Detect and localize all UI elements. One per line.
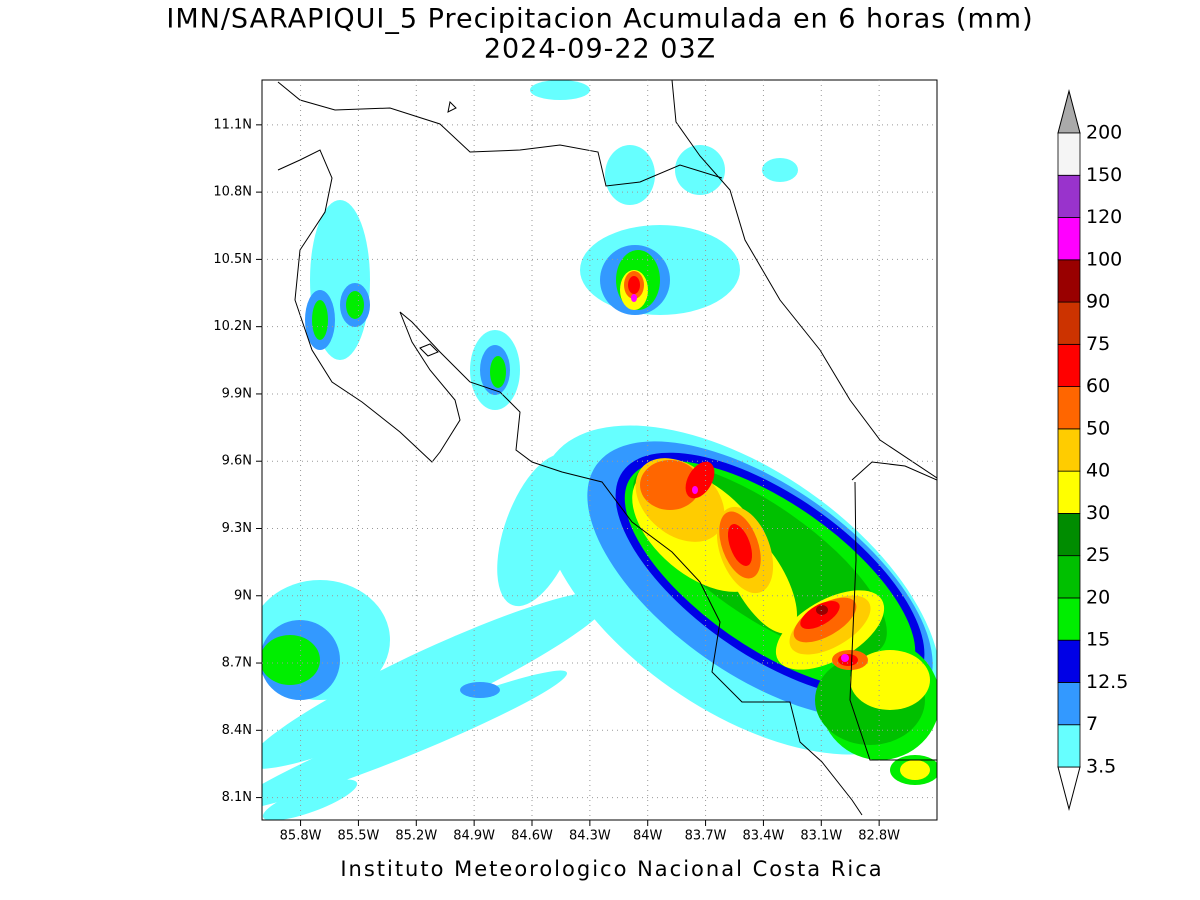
colorbar-label: 200: [1086, 122, 1122, 144]
coastlines: [277, 80, 937, 816]
colorbar-label: 3.5: [1086, 756, 1116, 778]
precip-field: [262, 80, 937, 820]
x-tick-label: 82.8W: [858, 829, 900, 844]
x-tick-label: 85.8W: [280, 829, 322, 844]
x-tick-label: 83.7W: [685, 829, 727, 844]
x-tick-label: 84.9W: [453, 829, 495, 844]
y-tick-label: 10.5N: [213, 252, 252, 267]
colorbar-label: 20: [1086, 586, 1110, 608]
subtitle: 2024-09-22 03Z: [484, 34, 716, 65]
y-tick-label: 8.7N: [222, 656, 252, 671]
colorbar-label: 100: [1086, 248, 1122, 270]
colorbar-band: [1057, 428, 1081, 472]
colorbar-label: 150: [1086, 164, 1122, 186]
colorbar-band: [1057, 724, 1081, 768]
colorbar-band: [1057, 301, 1081, 345]
x-tick-label: 85.5W: [338, 829, 380, 844]
colorbar-under: [1057, 766, 1081, 811]
colorbar-label: 25: [1086, 544, 1110, 566]
y-tick-label: 9.3N: [222, 521, 252, 536]
x-tick-label: 84W: [633, 829, 663, 844]
y-tick-label: 10.8N: [213, 185, 252, 200]
colorbar-label: 15: [1086, 629, 1110, 651]
colorbar-band: [1057, 470, 1081, 514]
x-tick-label: 84.6W: [511, 829, 553, 844]
colorbar-label: 12.5: [1086, 671, 1128, 693]
colorbar-label: 60: [1086, 375, 1110, 397]
colorbar-band: [1057, 639, 1081, 683]
colorbar-band: [1057, 132, 1081, 176]
colorbar-over: [1057, 89, 1081, 134]
colorbar-band: [1057, 343, 1081, 388]
y-tick-label: 9.9N: [222, 386, 252, 401]
colorbar-band: [1057, 682, 1081, 726]
colorbar-band: [1057, 386, 1081, 430]
y-tick-label: 10.2N: [213, 319, 252, 334]
colorbar-band: [1057, 217, 1081, 261]
x-tick-label: 84.3W: [569, 829, 611, 844]
title: IMN/SARAPIQUI_5 Precipitacion Acumulada …: [166, 4, 1033, 35]
y-tick-label: 8.4N: [222, 723, 252, 738]
y-tick-label: 9.6N: [222, 454, 252, 469]
colorbar-label: 90: [1086, 291, 1110, 313]
colorbar-label: 75: [1086, 333, 1110, 355]
colorbar-band: [1057, 259, 1081, 303]
x-tick-label: 85.2W: [395, 829, 437, 844]
y-tick-label: 11.1N: [213, 117, 252, 132]
x-tick-label: 83.4W: [743, 829, 785, 844]
colorbar-band: [1057, 555, 1081, 599]
y-tick-label: 8.1N: [222, 790, 252, 805]
colorbar-label: 7: [1086, 713, 1098, 735]
map-frame: [261, 79, 938, 821]
footer: Instituto Meteorologico Nacional Costa R…: [340, 857, 883, 881]
colorbar-band: [1057, 513, 1081, 557]
colorbar-band: [1057, 174, 1081, 218]
colorbar-label: 40: [1086, 460, 1110, 482]
colorbar-band: [1057, 597, 1081, 641]
y-tick-label: 9N: [234, 588, 252, 603]
x-tick-label: 83.1W: [800, 829, 842, 844]
colorbar-label: 50: [1086, 417, 1110, 439]
colorbar-label: 120: [1086, 206, 1122, 228]
colorbar-label: 30: [1086, 502, 1110, 524]
